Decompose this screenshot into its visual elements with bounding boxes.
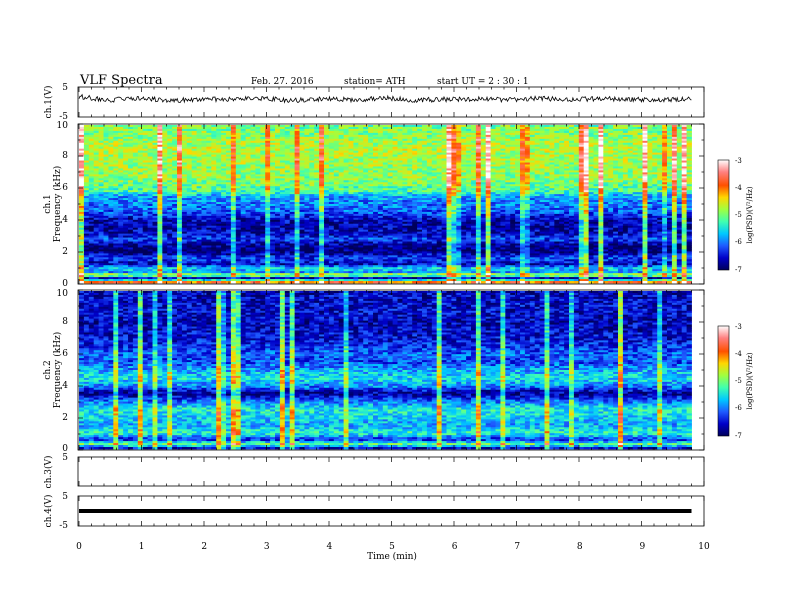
vlf-spectra-figure: VLF Spectra Feb. 27. 2016 station= ATH s… [0,0,792,612]
header-station: station= ATH [344,77,406,87]
figure-title: VLF Spectra [79,73,163,88]
ch1-waveform-frame [78,87,704,117]
header-start-time: start UT = 2 : 30 : 1 [437,77,529,87]
header-date: Feb. 27. 2016 [251,77,314,87]
ch1-spectrogram [79,125,692,283]
ch3-waveform-frame [78,457,704,486]
